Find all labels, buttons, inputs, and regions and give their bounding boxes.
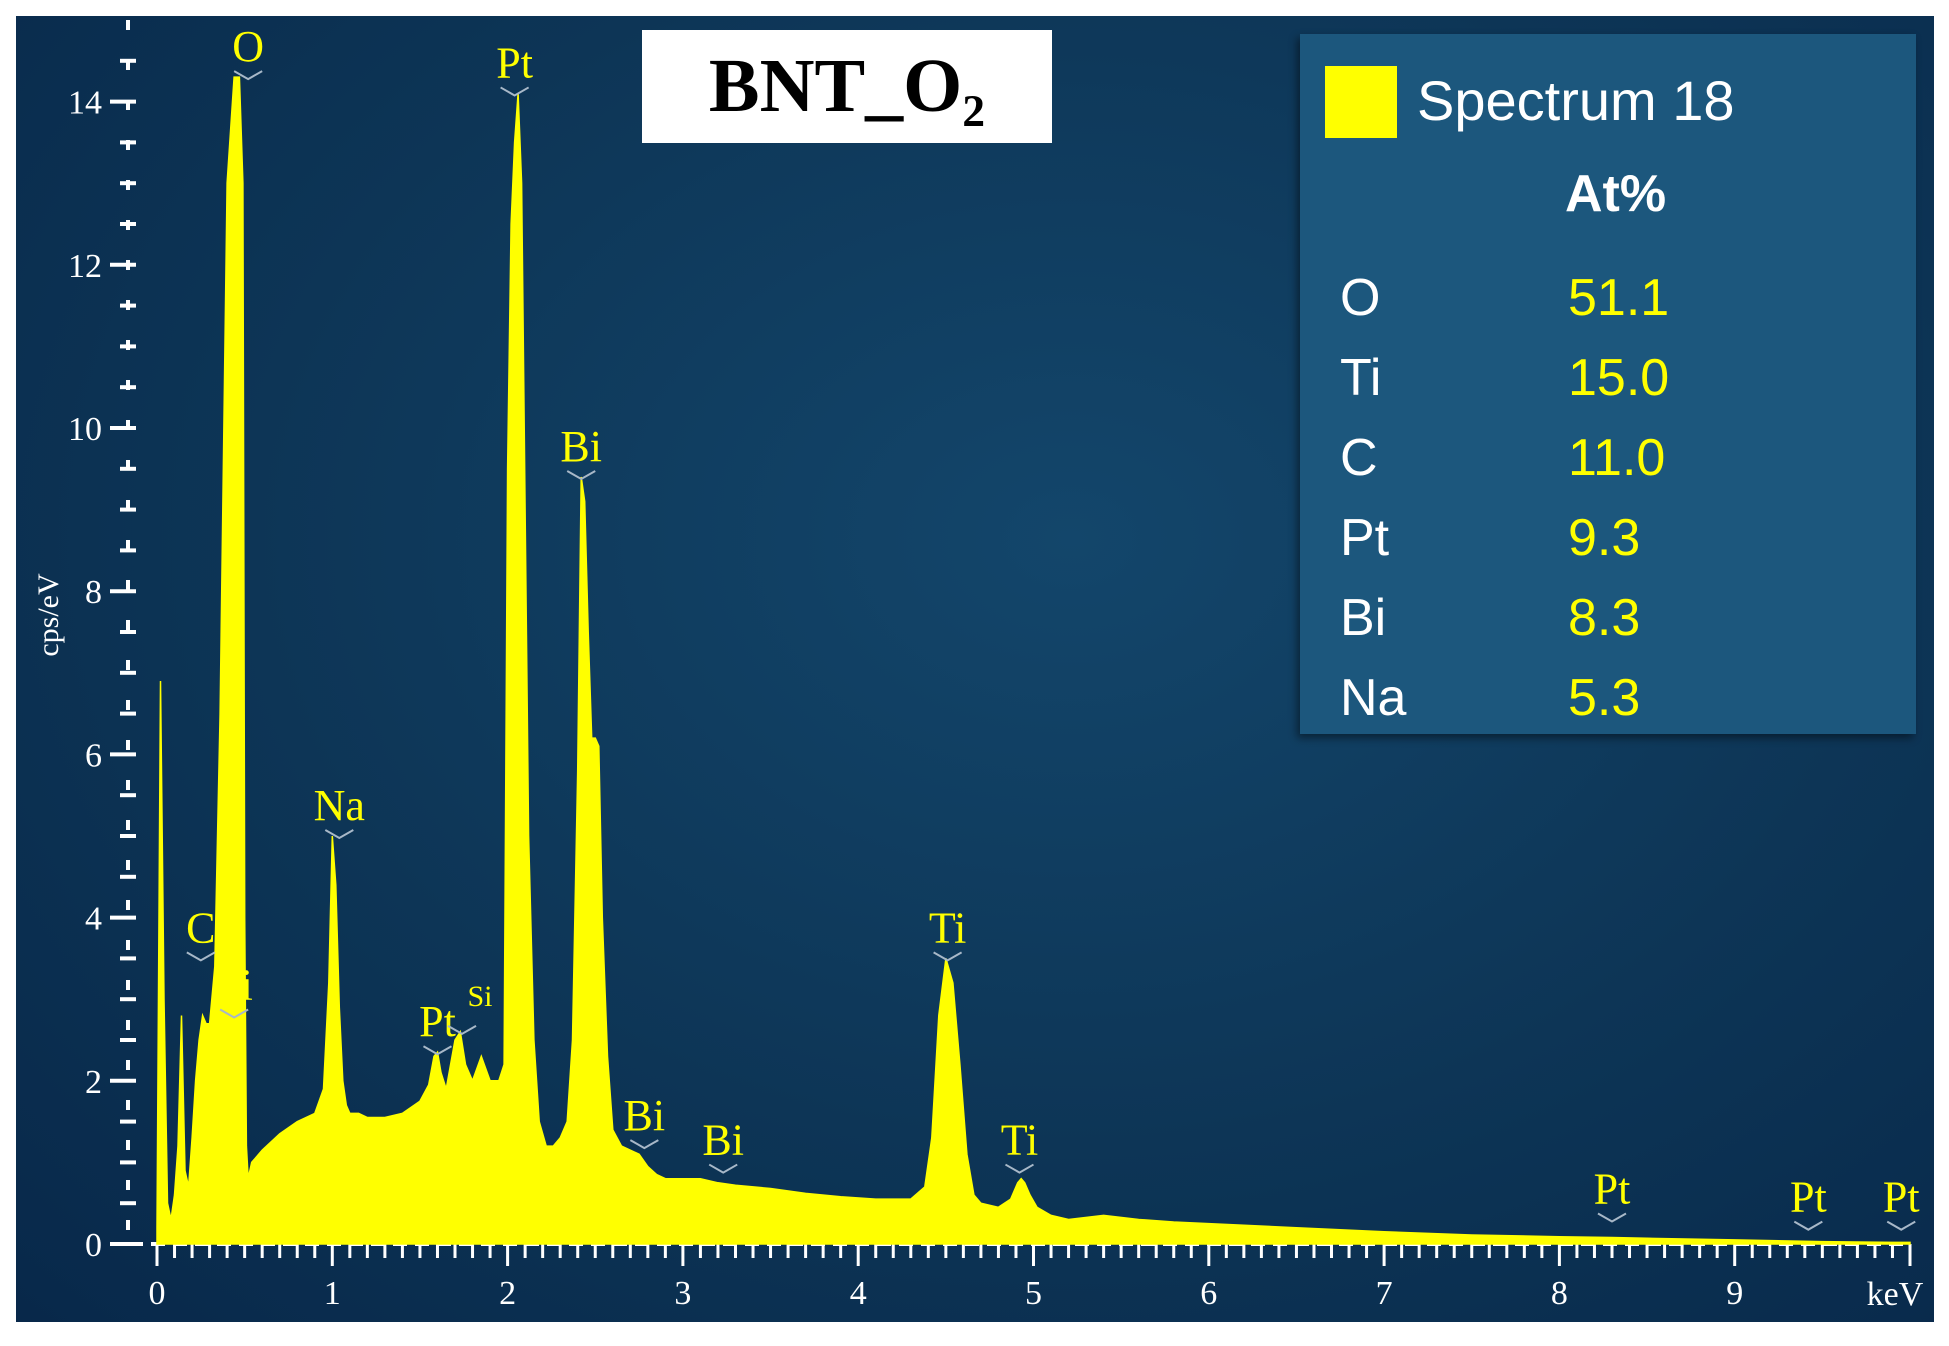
spectrum-area xyxy=(156,76,1911,1245)
y-axis-label: cps/eV xyxy=(32,573,65,657)
peak-marker xyxy=(933,951,963,962)
legend-row: Bi 8.3 xyxy=(1300,588,1916,658)
peak-marker xyxy=(629,1139,659,1150)
peak-marker xyxy=(422,1045,452,1056)
legend-swatch xyxy=(1325,66,1397,138)
x-tick-label: 7 xyxy=(1376,1275,1393,1312)
series-layer xyxy=(156,76,1911,1245)
y-tick-label: 12 xyxy=(68,248,102,285)
legend-column-header: At% xyxy=(1565,165,1667,223)
y-tick-label: 10 xyxy=(68,411,102,448)
x-tick-label: 8 xyxy=(1551,1275,1568,1312)
peak-label: Si xyxy=(468,980,493,1013)
peak-label: C xyxy=(186,903,215,952)
peak-label: Pt xyxy=(496,38,533,87)
x-tick-label: 4 xyxy=(850,1275,867,1312)
legend-row: Na 5.3 xyxy=(1300,668,1916,738)
peak-label: Pt xyxy=(419,997,456,1046)
legend-value: 9.3 xyxy=(1568,509,1641,567)
y-tick-label: 8 xyxy=(85,574,102,611)
legend-element: Na xyxy=(1340,669,1407,727)
peak-marker xyxy=(233,70,263,81)
x-tick-label: 3 xyxy=(674,1275,691,1312)
legend-value: 11.0 xyxy=(1568,429,1666,487)
legend-row: Pt 9.3 xyxy=(1300,508,1916,578)
peak-label: Ti xyxy=(929,903,967,952)
peak-marker xyxy=(1886,1220,1916,1231)
peak-marker xyxy=(447,1024,477,1035)
chart-title-text: BNT_O₂ xyxy=(708,44,986,128)
chart-title: BNT_O₂ xyxy=(642,30,1052,143)
x-tick-label: 6 xyxy=(1200,1275,1217,1312)
legend-row: O 51.1 xyxy=(1300,268,1916,338)
y-tick-label: 6 xyxy=(85,737,102,774)
peak-marker xyxy=(500,86,530,97)
x-tick-label: 0 xyxy=(149,1275,166,1312)
peak-marker xyxy=(708,1163,738,1174)
peak-marker xyxy=(566,470,596,481)
legend-row: C 11.0 xyxy=(1300,428,1916,498)
legend-element: Bi xyxy=(1340,589,1387,647)
peak-marker xyxy=(219,1008,249,1019)
y-tick-label: 14 xyxy=(68,85,102,122)
peak-label: Ti xyxy=(1001,1116,1039,1165)
y-tick-label: 2 xyxy=(85,1064,102,1101)
peak-label: Pt xyxy=(1790,1173,1827,1222)
legend-value: 15.0 xyxy=(1568,349,1670,407)
legend-value: 51.1 xyxy=(1568,269,1670,327)
peak-marker xyxy=(324,829,354,840)
legend-value: 8.3 xyxy=(1568,589,1641,647)
peak-marker xyxy=(1597,1212,1627,1223)
legend-element: O xyxy=(1340,269,1381,327)
legend-value: 5.3 xyxy=(1568,669,1641,727)
y-tick-label: 0 xyxy=(85,1227,102,1264)
peak-label: Bi xyxy=(624,1091,666,1140)
peak-marker xyxy=(186,951,216,962)
x-axis-label: keV xyxy=(1867,1276,1924,1313)
y-tick-label: 4 xyxy=(85,901,102,938)
x-tick-label: 2 xyxy=(499,1275,516,1312)
legend-element: C xyxy=(1340,429,1378,487)
peak-label: Pt xyxy=(1883,1173,1920,1222)
legend-element: Ti xyxy=(1340,349,1382,407)
legend-series-name: Spectrum 18 xyxy=(1417,69,1735,132)
legend-element: Pt xyxy=(1340,509,1390,567)
legend-row: Ti 15.0 xyxy=(1300,348,1916,418)
peak-label: Pt xyxy=(1594,1165,1631,1214)
peak-label: O xyxy=(232,22,264,71)
peak-label: Na xyxy=(314,781,365,830)
peak-marker xyxy=(1793,1220,1823,1231)
peak-label: Bi xyxy=(702,1116,744,1165)
peak-label: Bi xyxy=(560,422,602,471)
x-tick-label: 1 xyxy=(324,1275,341,1312)
peak-marker xyxy=(1004,1163,1034,1174)
x-tick-label: 5 xyxy=(1025,1275,1042,1312)
legend-panel: Spectrum 18 At% O 51.1 Ti 15.0 C 11.0 Pt… xyxy=(1300,34,1916,734)
x-tick-label: 9 xyxy=(1726,1275,1743,1312)
peak-label: Ti xyxy=(215,961,253,1010)
